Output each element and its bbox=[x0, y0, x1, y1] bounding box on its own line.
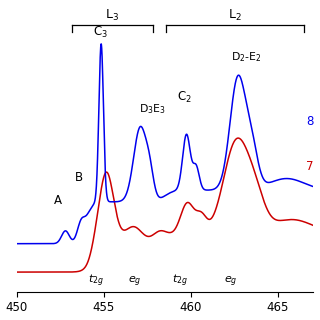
Text: $t_{2g}$: $t_{2g}$ bbox=[88, 272, 104, 289]
Text: L$_3$: L$_3$ bbox=[106, 8, 119, 23]
Text: 7: 7 bbox=[306, 160, 313, 173]
Text: C$_2$: C$_2$ bbox=[177, 90, 191, 105]
Text: L$_2$: L$_2$ bbox=[228, 8, 242, 23]
Text: $e_g$: $e_g$ bbox=[224, 275, 238, 289]
Text: B: B bbox=[75, 172, 83, 184]
Text: $t_{2g}$: $t_{2g}$ bbox=[172, 272, 188, 289]
Text: $e_g$: $e_g$ bbox=[127, 275, 141, 289]
Text: C$_3$: C$_3$ bbox=[93, 25, 108, 40]
Text: 8: 8 bbox=[306, 116, 313, 128]
Text: A: A bbox=[54, 194, 62, 207]
Text: D$_3$E$_3$: D$_3$E$_3$ bbox=[139, 102, 165, 116]
Text: D$_2$-E$_2$: D$_2$-E$_2$ bbox=[231, 50, 262, 64]
